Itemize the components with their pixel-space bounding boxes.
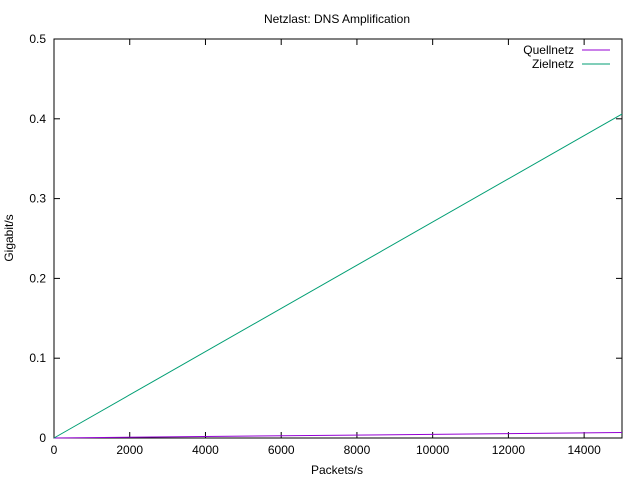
y-axis-ticks: 0 0.1 0.2 0.3 0.4 0.5: [29, 32, 622, 445]
y-tick-label: 0.5: [29, 32, 46, 46]
x-tick-label: 10000: [416, 443, 450, 457]
x-tick-label: 4000: [192, 443, 219, 457]
x-tick-label: 6000: [268, 443, 295, 457]
series-line-quellnetz: [53, 431, 623, 439]
series-lines: [53, 113, 623, 439]
x-tick-label: 8000: [344, 443, 371, 457]
plot-border: [53, 38, 623, 439]
plot-frame: [53, 38, 623, 439]
x-tick-label: 2000: [116, 443, 143, 457]
series-line-zielnetz: [53, 113, 623, 439]
y-tick-label: 0.3: [29, 192, 46, 206]
x-axis-label: Packets/s: [311, 463, 363, 477]
y-tick-label: 0.1: [29, 351, 46, 365]
y-tick-label: 0: [39, 431, 46, 445]
x-tick-label: 0: [51, 443, 58, 457]
y-tick-label: 0.2: [29, 271, 46, 285]
chart-title: Netzlast: DNS Amplification: [264, 12, 410, 26]
y-tick-label: 0.4: [29, 112, 46, 126]
x-axis-ticks: 0 2000 4000 6000 8000 10000 12000 14000: [51, 39, 601, 457]
x-tick-label: 14000: [567, 443, 601, 457]
y-axis-label: Gigabit/s: [2, 214, 16, 261]
x-tick-label: 12000: [492, 443, 526, 457]
legend-label-quellnetz: Quellnetz: [523, 43, 574, 57]
legend-label-zielnetz: Zielnetz: [532, 57, 574, 71]
